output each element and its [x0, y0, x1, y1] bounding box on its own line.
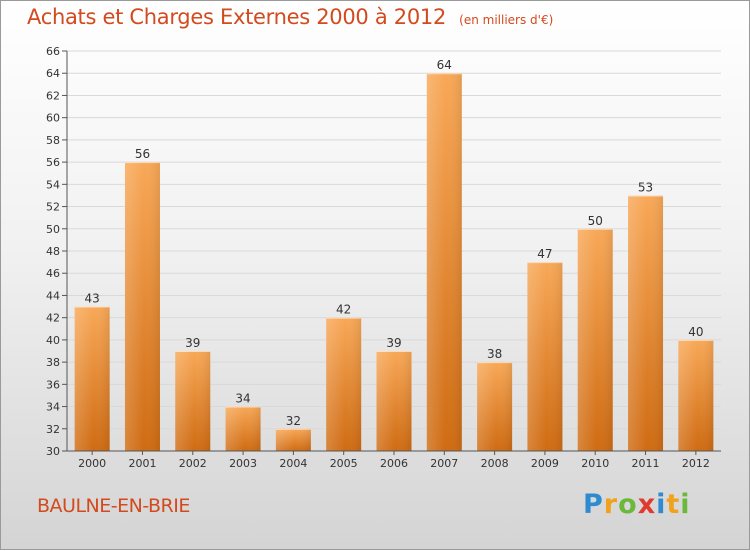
chart-title-block: Achats et Charges Externes 2000 à 2012 (…	[27, 5, 553, 29]
axes: 30 32 34 36 38 40 42 44 46 48 50 52 54 56 58 60 62 64 66 20…	[46, 45, 721, 470]
bar-shine	[326, 317, 362, 451]
bar-value-label: 50	[588, 214, 603, 228]
y-tick-label: 48	[46, 245, 60, 258]
y-tick-label: 50	[46, 223, 60, 236]
gridlines	[67, 50, 721, 452]
bar-shine	[527, 262, 563, 451]
x-tick-label: 2011	[632, 457, 660, 470]
bar-shine	[426, 73, 462, 451]
y-tick-label: 44	[46, 289, 60, 302]
bar-shine	[628, 195, 664, 451]
bar-value-label: 32	[286, 414, 301, 428]
bar-shine	[74, 306, 110, 451]
y-tick-label: 58	[46, 134, 60, 147]
y-tick-label: 46	[46, 267, 60, 280]
chart-title: Achats et Charges Externes 2000 à 2012	[27, 5, 447, 29]
bar-value-label: 53	[638, 180, 653, 194]
x-tick-label: 2010	[581, 457, 609, 470]
logo-letter: i	[656, 489, 667, 520]
x-tick-label: 2012	[682, 457, 710, 470]
x-tick-label: 2009	[531, 457, 559, 470]
bar-shine	[577, 228, 613, 451]
x-tick-label: 2002	[179, 457, 207, 470]
bar-value-label: 39	[386, 336, 401, 350]
bar-value-label: 40	[688, 325, 703, 339]
bar-shine	[175, 351, 211, 451]
y-tick-label: 36	[46, 378, 60, 391]
x-tick-label: 2005	[330, 457, 358, 470]
y-tick-label: 30	[46, 445, 60, 458]
y-tick-label: 56	[46, 156, 60, 169]
x-tick-label: 2004	[279, 457, 307, 470]
y-tick-label: 38	[46, 356, 60, 369]
logo-letter: o	[618, 489, 638, 520]
x-tick-label: 2000	[78, 457, 106, 470]
labels: 43 56 39 34 32 42 39 64 38 47 50 53 40	[85, 58, 704, 428]
commune-name: BAULNE-EN-BRIE	[37, 495, 190, 517]
bar-shine	[225, 406, 261, 451]
y-tick-label: 60	[46, 112, 60, 125]
x-tick-label: 2008	[481, 457, 509, 470]
y-tick-label: 42	[46, 312, 60, 325]
bar-value-label: 47	[537, 247, 552, 261]
chart-subtitle: (en milliers d'€)	[459, 13, 554, 27]
y-tick-label: 54	[46, 178, 60, 191]
x-tick-label: 2003	[229, 457, 257, 470]
bar-value-label: 39	[185, 336, 200, 350]
bar-value-label: 38	[487, 347, 502, 361]
bar-shine	[376, 351, 412, 451]
y-tick-label: 62	[46, 89, 60, 102]
logo-letter: P	[583, 489, 604, 520]
y-tick-label: 64	[46, 67, 60, 80]
y-tick-label: 34	[46, 401, 60, 414]
bar-value-label: 43	[85, 292, 100, 306]
y-tick-label: 66	[46, 45, 60, 58]
bars	[74, 73, 714, 451]
bar-value-label: 56	[135, 147, 150, 161]
y-tick-label: 40	[46, 334, 60, 347]
bar-shine	[678, 339, 714, 451]
y-tick-label: 52	[46, 201, 60, 214]
logo-letter: i	[680, 489, 691, 520]
bar-value-label: 64	[437, 58, 452, 72]
bar-shine	[124, 162, 160, 451]
proxiti-logo[interactable]: Proxiti	[583, 489, 691, 520]
x-tick-label: 2007	[430, 457, 458, 470]
logo-letter: r	[603, 489, 619, 520]
y-tick-label: 32	[46, 423, 60, 436]
bar-shine	[477, 362, 513, 451]
logo-letter: x	[637, 489, 657, 520]
x-tick-label: 2006	[380, 457, 408, 470]
x-tick-label: 2001	[128, 457, 156, 470]
logo-letter: t	[666, 489, 681, 520]
bar-value-label: 42	[336, 303, 351, 317]
bar-shine	[275, 428, 311, 451]
bar-value-label: 34	[235, 392, 250, 406]
